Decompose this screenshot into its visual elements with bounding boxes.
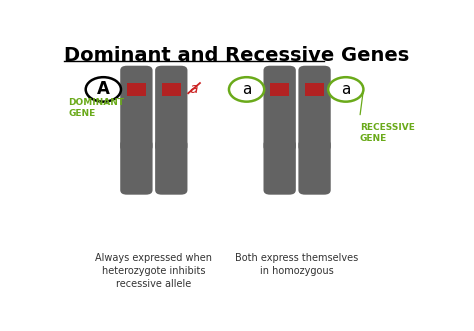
- Text: $\mathit{a}$: $\mathit{a}$: [189, 82, 199, 96]
- FancyBboxPatch shape: [264, 140, 296, 195]
- Bar: [164, 137, 178, 145]
- Circle shape: [270, 131, 290, 145]
- Text: Always expressed when
heterozygote inhibits
recessive allele: Always expressed when heterozygote inhib…: [95, 253, 212, 289]
- Circle shape: [86, 77, 121, 102]
- FancyBboxPatch shape: [155, 140, 187, 195]
- Bar: [305, 83, 324, 96]
- Bar: [162, 83, 181, 96]
- Text: A: A: [97, 80, 110, 98]
- Circle shape: [162, 131, 181, 145]
- Circle shape: [305, 137, 324, 151]
- Bar: [273, 137, 286, 145]
- Circle shape: [328, 77, 364, 102]
- FancyBboxPatch shape: [120, 140, 153, 195]
- Circle shape: [305, 131, 324, 145]
- FancyBboxPatch shape: [299, 140, 331, 195]
- Circle shape: [229, 77, 264, 102]
- Bar: [127, 83, 146, 96]
- Text: Dominant and Recessive Genes: Dominant and Recessive Genes: [64, 46, 409, 65]
- Text: RECESSIVE
GENE: RECESSIVE GENE: [360, 122, 415, 143]
- Text: Both express themselves
in homozygous: Both express themselves in homozygous: [236, 253, 359, 276]
- Circle shape: [270, 137, 290, 151]
- Circle shape: [127, 131, 146, 145]
- Bar: [308, 137, 321, 145]
- Circle shape: [127, 137, 146, 151]
- FancyBboxPatch shape: [120, 66, 153, 151]
- FancyBboxPatch shape: [264, 66, 296, 151]
- Text: DOMINANT
GENE: DOMINANT GENE: [68, 98, 125, 118]
- FancyBboxPatch shape: [155, 66, 187, 151]
- Bar: [130, 137, 143, 145]
- Text: a: a: [242, 82, 251, 97]
- FancyBboxPatch shape: [299, 66, 331, 151]
- Bar: [270, 83, 289, 96]
- Circle shape: [162, 137, 181, 151]
- Text: a: a: [341, 82, 350, 97]
